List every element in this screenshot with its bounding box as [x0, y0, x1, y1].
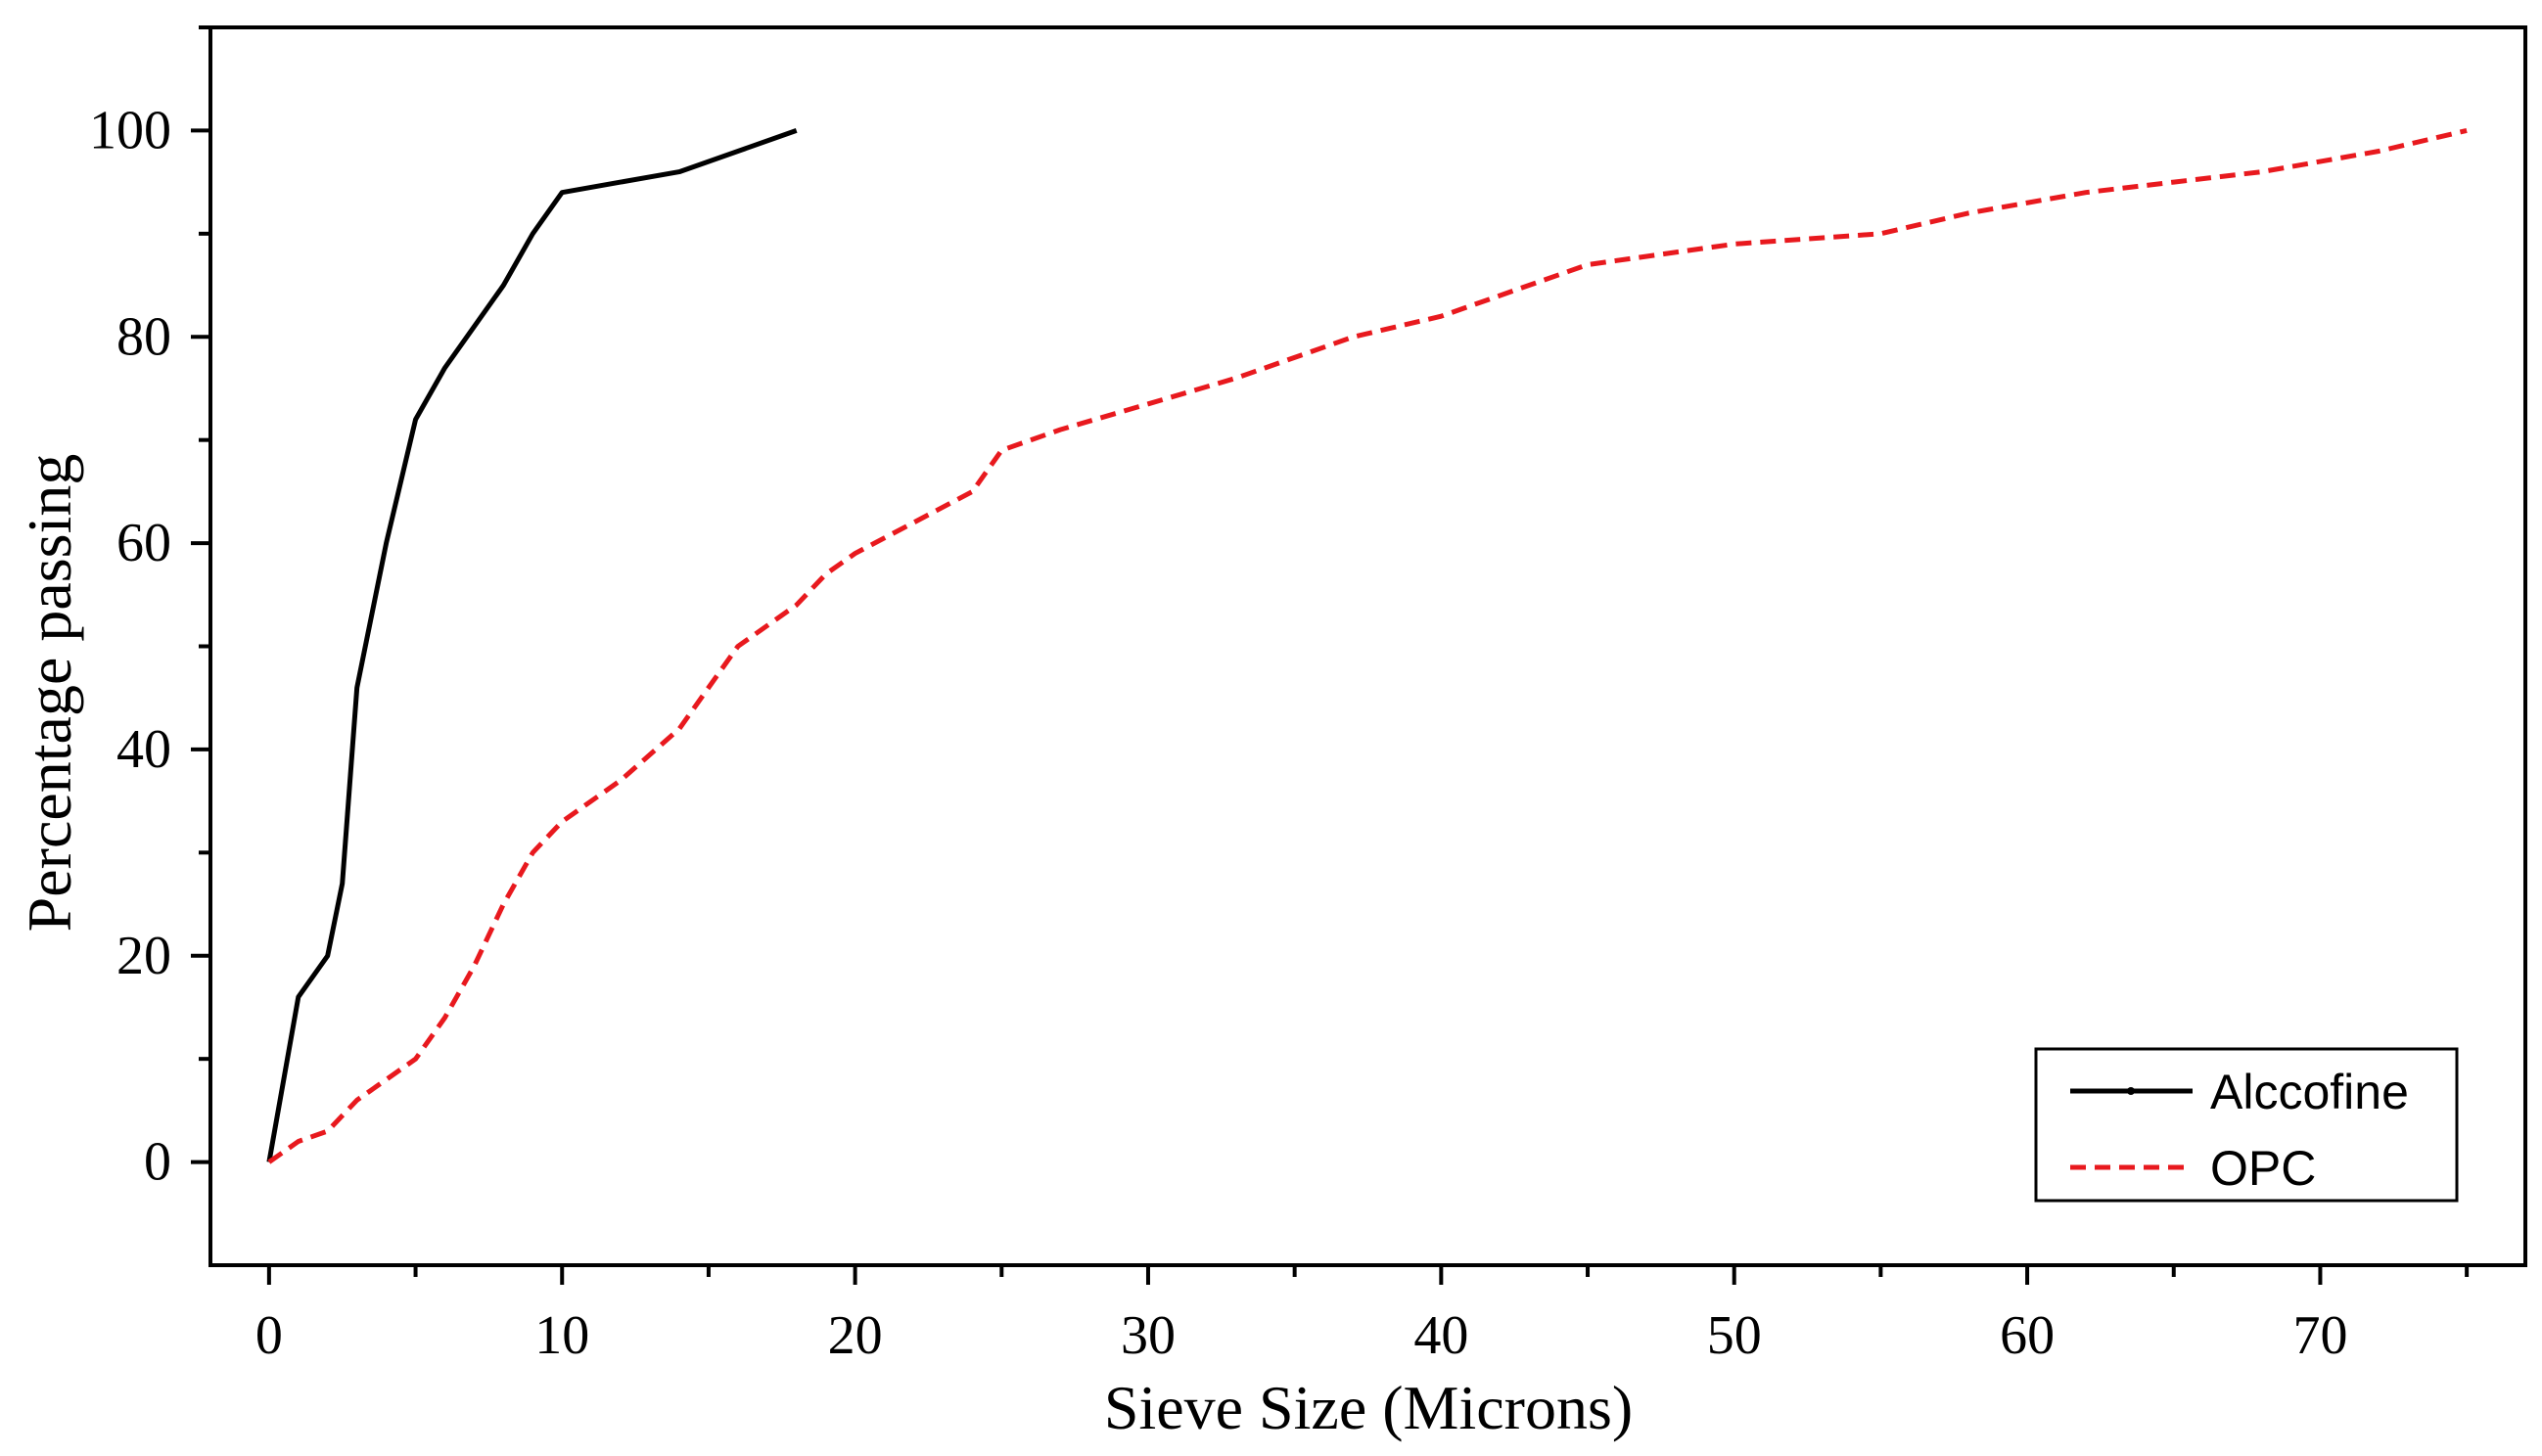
x-tick-label: 30: [1121, 1305, 1176, 1366]
x-tick-label: 0: [255, 1305, 283, 1366]
y-tick-label: 0: [144, 1132, 171, 1193]
y-tick-label: 80: [116, 306, 171, 367]
series-line-opc: [267, 127, 2468, 1164]
x-tick-label: 50: [1707, 1305, 1762, 1366]
y-tick-label: 20: [116, 926, 171, 986]
series-line-alccofine: [266, 128, 798, 1163]
x-tick-label: 20: [828, 1305, 883, 1366]
y-axis-ticks: 0 20 40 60 80 100: [89, 25, 210, 1193]
x-tick-label: 60: [2000, 1305, 2055, 1366]
y-tick-label: 100: [89, 100, 171, 160]
x-axis-ticks: 0 10 20 30 40 50 60 70: [255, 1265, 2470, 1366]
series-layer: [266, 127, 2468, 1164]
x-tick-label: 10: [534, 1305, 589, 1366]
x-axis-title: Sieve Size (Microns): [1104, 1373, 1633, 1442]
legend-label-opc: OPC: [2210, 1141, 2316, 1196]
y-tick-label: 40: [116, 719, 171, 780]
x-tick-label: 40: [1413, 1305, 1468, 1366]
x-tick-label: 70: [2292, 1305, 2347, 1366]
y-axis-title: Percentage passing: [15, 454, 84, 933]
legend-label-alccofine: Alccofine: [2210, 1065, 2409, 1119]
legend-box: [2034, 1047, 2459, 1203]
y-tick-label: 60: [116, 513, 171, 573]
legend-marker-alccofine: [2127, 1087, 2135, 1095]
legend: Alccofine OPC: [2034, 1047, 2459, 1203]
